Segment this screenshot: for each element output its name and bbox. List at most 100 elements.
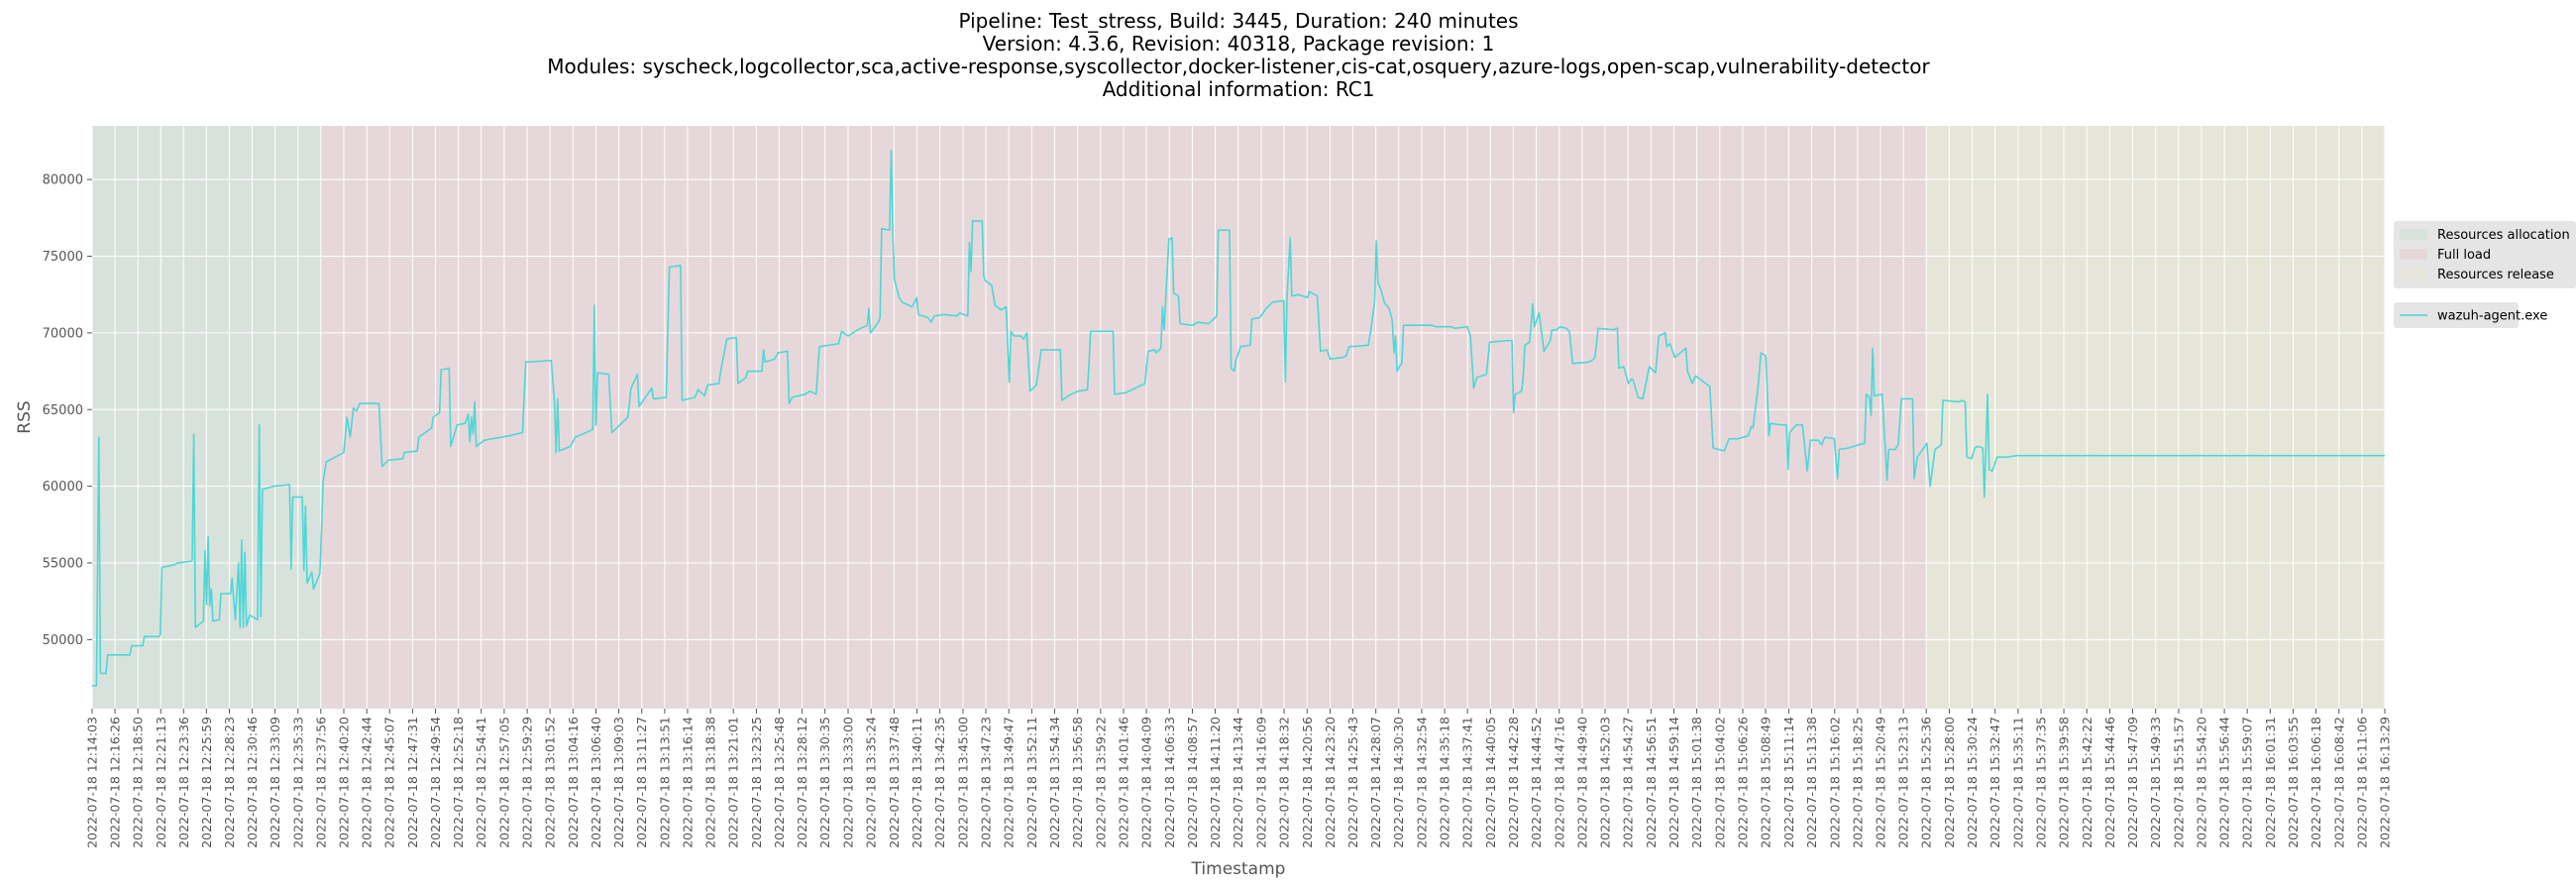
title-line-4: Additional information: RC1 [1102, 77, 1375, 101]
x-tick-label-5: 2022-07-18 12:23:36 [176, 717, 191, 848]
series-legend-label-1: wazuh-agent.exe [2437, 309, 2547, 324]
x-tick-label-88: 2022-07-18 15:42:22 [2080, 717, 2094, 848]
x-tick-label-21: 2022-07-18 13:01:52 [543, 717, 558, 848]
x-tick-label-36: 2022-07-18 13:37:48 [887, 717, 902, 848]
x-tick-label-6: 2022-07-18 12:25:59 [199, 717, 214, 848]
series-legend-box [2394, 302, 2519, 328]
x-tick-label-31: 2022-07-18 13:25:48 [772, 717, 787, 848]
x-tick-label-35: 2022-07-18 13:35:24 [864, 717, 879, 848]
phase-legend-label-2: Full load [2437, 248, 2491, 263]
phase-legend-label-3: Resources release [2437, 268, 2554, 282]
phase-legend-swatch-1 [2400, 229, 2427, 240]
x-tick-label-101: 2022-07-18 16:13:29 [2378, 717, 2393, 848]
x-tick-label-3: 2022-07-18 12:18:50 [131, 717, 146, 848]
x-tick-label-63: 2022-07-18 14:42:28 [1506, 717, 1521, 848]
x-tick-label-68: 2022-07-18 14:54:27 [1621, 717, 1636, 848]
x-tick-label-46: 2022-07-18 14:01:46 [1117, 717, 1131, 848]
x-tick-label-93: 2022-07-18 15:54:20 [2194, 717, 2208, 848]
x-tick-label-25: 2022-07-18 13:11:27 [634, 717, 649, 848]
series-line-1 [92, 149, 2385, 687]
phase-legend-swatch-2 [2400, 249, 2427, 260]
x-tick-label-65: 2022-07-18 14:47:16 [1552, 717, 1566, 848]
x-tick-label-55: 2022-07-18 14:23:20 [1323, 717, 1338, 848]
x-tick-label-81: 2022-07-18 15:25:36 [1919, 717, 1934, 848]
x-tick-label-79: 2022-07-18 15:20:49 [1874, 717, 1888, 848]
x-tick-label-22: 2022-07-18 13:04:16 [566, 717, 581, 848]
x-tick-label-43: 2022-07-18 13:54:34 [1047, 717, 1062, 848]
x-tick-label-94: 2022-07-18 15:56:44 [2217, 717, 2232, 848]
x-tick-label-51: 2022-07-18 14:13:44 [1231, 717, 1245, 848]
legend: Resources allocation Full load Resources r… [2394, 221, 2576, 328]
x-tick-label-69: 2022-07-18 14:56:51 [1644, 717, 1659, 848]
chart-title: Pipeline: Test_stress, Build: 3445, Dura… [0, 10, 2477, 101]
x-tick-label-85: 2022-07-18 15:35:11 [2010, 717, 2025, 848]
x-tick-label-34: 2022-07-18 13:33:00 [841, 717, 856, 848]
x-tick-label-50: 2022-07-18 14:11:20 [1208, 717, 1223, 848]
x-tick-label-95: 2022-07-18 15:59:07 [2240, 717, 2255, 848]
x-tick-label-74: 2022-07-18 15:08:49 [1759, 717, 1773, 848]
x-tick-label-76: 2022-07-18 15:13:38 [1804, 717, 1819, 848]
x-tick-label-44: 2022-07-18 13:56:58 [1070, 717, 1085, 848]
x-tick-label-12: 2022-07-18 12:40:20 [337, 717, 352, 848]
x-tick-label-2: 2022-07-18 12:16:26 [108, 717, 123, 848]
x-tick-label-27: 2022-07-18 13:16:14 [680, 717, 695, 848]
x-tick-label-10: 2022-07-18 12:35:33 [290, 717, 305, 848]
title-line-1: Pipeline: Test_stress, Build: 3445, Dura… [958, 9, 1519, 33]
x-tick-label-92: 2022-07-18 15:51:57 [2171, 717, 2186, 848]
x-tick-label-14: 2022-07-18 12:45:07 [382, 717, 397, 848]
y-tick-label-1: 50000 [43, 633, 83, 648]
x-tick-label-97: 2022-07-18 16:03:55 [2286, 717, 2301, 848]
x-tick-label-1: 2022-07-18 12:14:03 [85, 717, 100, 848]
y-tick-label-3: 60000 [43, 480, 83, 495]
x-tick-label-60: 2022-07-18 14:35:18 [1438, 717, 1452, 848]
grid-lines [91, 126, 2386, 709]
x-tick-label-18: 2022-07-18 12:54:41 [474, 717, 488, 848]
y-tick-label-5: 70000 [43, 326, 83, 341]
y-axis-label: RSS [15, 400, 35, 433]
y-tick-label-6: 75000 [43, 250, 83, 265]
x-tick-label-87: 2022-07-18 15:39:58 [2057, 717, 2072, 848]
x-tick-label-48: 2022-07-18 14:06:33 [1162, 717, 1177, 848]
x-tick-label-17: 2022-07-18 12:52:18 [451, 717, 466, 848]
series-lines [92, 149, 2385, 687]
x-tick-label-47: 2022-07-18 14:04:09 [1139, 717, 1154, 848]
x-tick-label-96: 2022-07-18 16:01:31 [2263, 717, 2278, 848]
x-tick-label-67: 2022-07-18 14:52:03 [1597, 717, 1612, 848]
x-tick-label-75: 2022-07-18 15:11:14 [1781, 717, 1796, 848]
x-tick-label-57: 2022-07-18 14:28:07 [1368, 717, 1383, 848]
x-axis-label: Timestamp [1191, 859, 1286, 879]
phase-legend-swatch-3 [2400, 269, 2427, 279]
x-tick-label-30: 2022-07-18 13:23:25 [749, 717, 764, 848]
x-axis-ticks: 2022-07-18 12:14:03 2022-07-18 12:16:26 20… [85, 709, 2393, 848]
x-tick-label-78: 2022-07-18 15:18:25 [1850, 717, 1865, 848]
x-tick-label-7: 2022-07-18 12:28:23 [222, 717, 237, 848]
y-tick-label-4: 65000 [43, 403, 83, 418]
x-tick-label-86: 2022-07-18 15:37:35 [2034, 717, 2049, 848]
x-tick-label-9: 2022-07-18 12:33:09 [268, 717, 282, 848]
x-tick-label-99: 2022-07-18 16:08:42 [2331, 717, 2346, 848]
x-tick-label-13: 2022-07-18 12:42:44 [360, 717, 375, 848]
title-line-2: Version: 4.3.6, Revision: 40318, Package… [982, 32, 1495, 56]
x-tick-label-33: 2022-07-18 13:30:35 [817, 717, 832, 848]
x-tick-label-61: 2022-07-18 14:37:41 [1460, 717, 1475, 848]
y-tick-label-2: 55000 [43, 557, 83, 572]
y-axis-ticks: 50000 55000 60000 65000 70000 75000 80000 [43, 173, 92, 648]
x-tick-label-64: 2022-07-18 14:44:52 [1529, 717, 1544, 848]
x-tick-label-8: 2022-07-18 12:30:46 [245, 717, 260, 848]
x-tick-label-56: 2022-07-18 14:25:43 [1345, 717, 1360, 848]
x-tick-label-4: 2022-07-18 12:21:13 [154, 717, 168, 848]
x-tick-label-29: 2022-07-18 13:21:01 [726, 717, 741, 848]
x-tick-label-90: 2022-07-18 15:47:09 [2125, 717, 2140, 848]
x-tick-label-38: 2022-07-18 13:42:35 [932, 717, 947, 848]
x-tick-label-42: 2022-07-18 13:52:11 [1024, 717, 1039, 848]
x-tick-label-19: 2022-07-18 12:57:05 [496, 717, 511, 848]
x-tick-label-72: 2022-07-18 15:04:02 [1712, 717, 1727, 848]
x-tick-label-52: 2022-07-18 14:16:09 [1254, 717, 1269, 848]
x-tick-label-70: 2022-07-18 14:59:14 [1666, 717, 1681, 848]
x-tick-label-23: 2022-07-18 13:06:40 [589, 717, 603, 848]
x-tick-label-32: 2022-07-18 13:28:12 [795, 717, 809, 848]
x-tick-label-82: 2022-07-18 15:28:00 [1942, 717, 1957, 848]
x-tick-label-98: 2022-07-18 16:06:18 [2308, 717, 2323, 848]
x-tick-label-11: 2022-07-18 12:37:56 [313, 717, 328, 848]
